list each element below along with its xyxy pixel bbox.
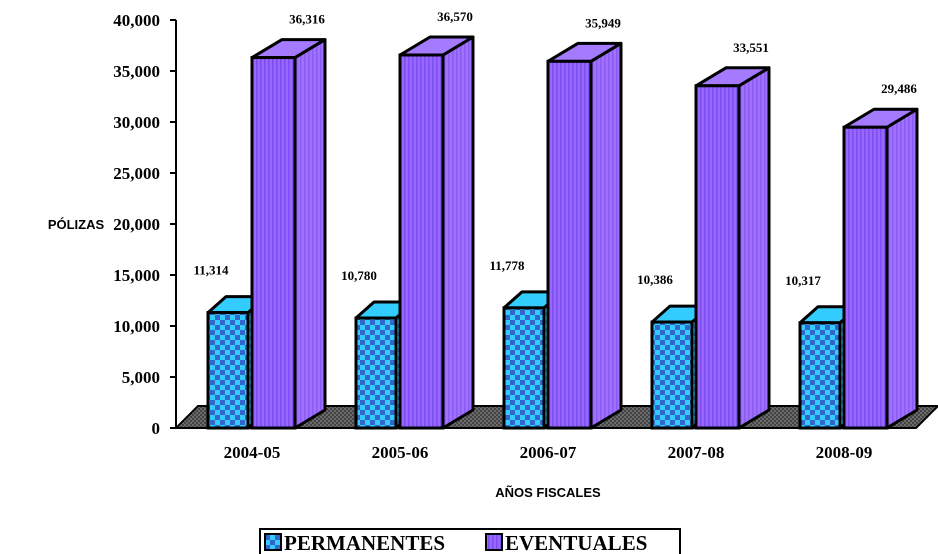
data-label-permanentes: 10,780 (341, 268, 377, 283)
x-tick-label: 2006-07 (520, 443, 577, 462)
data-label-eventuales: 36,570 (437, 9, 473, 24)
y-tick-label: 10,000 (113, 317, 160, 336)
x-tick-label: 2004-05 (224, 443, 281, 462)
data-label-permanentes: 10,386 (637, 272, 673, 287)
bar-eventuales-side (589, 41, 623, 430)
y-tick-label: 20,000 (113, 215, 160, 234)
y-tick-label: 25,000 (113, 164, 160, 183)
bar-eventuales (842, 125, 889, 430)
legend-swatch-permanentes (264, 533, 282, 551)
y-tick-label: 30,000 (113, 113, 160, 132)
y-tick-label: 40,000 (113, 11, 160, 30)
bar-permanentes (354, 316, 398, 430)
bar-eventuales-side (441, 35, 475, 430)
x-axis-tick-labels: 2004-05 2005-06 2006-07 2007-08 2008-09 (224, 443, 873, 462)
x-tick-label: 2007-08 (668, 443, 725, 462)
bar-eventuales-side (293, 38, 327, 430)
y-tick-label: 35,000 (113, 62, 160, 81)
data-label-eventuales: 36,316 (289, 12, 325, 27)
legend-swatch-eventuales (485, 533, 503, 551)
y-axis-title: PÓLIZAS (48, 217, 105, 232)
data-label-permanentes: 11,314 (193, 263, 229, 278)
bar-eventuales (694, 84, 741, 430)
bars: 11,314 36,316 10,780 36,570 11,778 35,949 10,3… (193, 9, 919, 430)
legend-box (259, 528, 681, 554)
legend: PERMANENTES EVENTUALES (259, 528, 681, 554)
bar-eventuales-side (737, 66, 771, 430)
data-label-eventuales: 35,949 (585, 15, 621, 30)
bar-eventuales (546, 59, 593, 430)
data-label-eventuales: 33,551 (733, 40, 769, 55)
x-axis-title: AÑOS FISCALES (495, 485, 601, 500)
bar-permanentes (206, 311, 250, 430)
bar-permanentes (650, 320, 694, 430)
bar-eventuales (398, 53, 445, 430)
legend-label-eventuales: EVENTUALES (505, 531, 647, 554)
bar-eventuales-side (885, 107, 919, 430)
data-label-permanentes: 11,778 (489, 258, 525, 273)
bar-permanentes (502, 306, 546, 430)
y-tick-label: 0 (152, 419, 161, 438)
y-tick-label: 5,000 (122, 368, 160, 387)
x-tick-label: 2008-09 (816, 443, 873, 462)
bar-permanentes (798, 321, 842, 430)
y-tick-label: 15,000 (113, 266, 160, 285)
data-label-eventuales: 29,486 (881, 81, 917, 96)
data-label-permanentes: 10,317 (785, 273, 821, 288)
x-tick-label: 2005-06 (372, 443, 429, 462)
bar-eventuales (250, 56, 297, 430)
y-axis-ticks: 0 5,000 10,000 15,000 20,000 25,000 30,000 35,0… (113, 11, 176, 438)
legend-label-permanentes: PERMANENTES (284, 531, 445, 554)
